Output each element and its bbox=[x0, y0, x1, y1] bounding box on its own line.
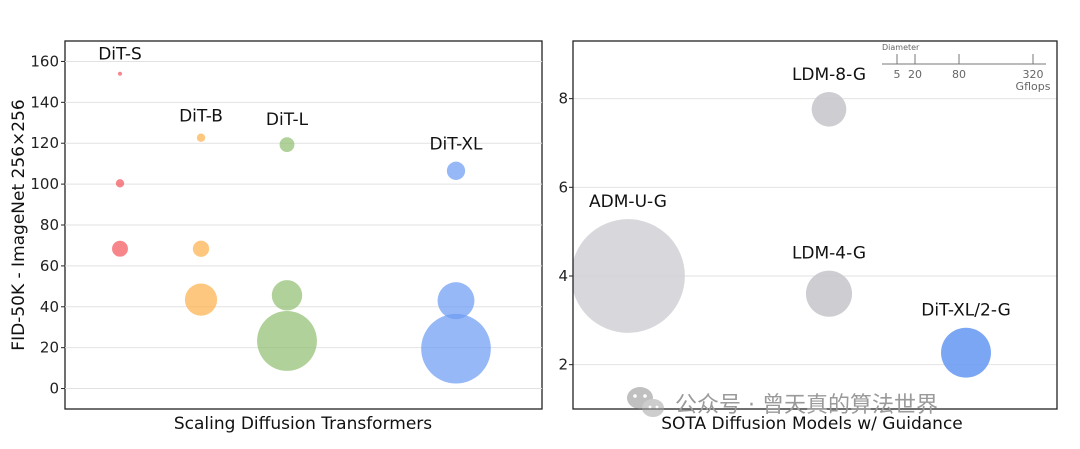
watermark-text: 公众号 · 曾天真的算法世界 bbox=[675, 393, 938, 418]
left-bubble-dit-l bbox=[279, 137, 295, 153]
bubble-ldm-4-g bbox=[805, 270, 853, 317]
right-tick-label: 4 bbox=[558, 267, 568, 285]
bubble-adm-u-g bbox=[573, 219, 685, 333]
point-label-ldm-4-g: LDM-4-G bbox=[792, 244, 866, 264]
left-tick-label: 20 bbox=[40, 339, 59, 357]
left-tick-label: 100 bbox=[30, 175, 59, 193]
left-tick-label: 80 bbox=[40, 216, 59, 234]
right-data-points bbox=[573, 91, 991, 378]
right-tick-label: 2 bbox=[558, 356, 568, 374]
diameter-size-legend: Diameter 5 20 80 320 Gflops bbox=[882, 43, 1051, 93]
size-legend-label: 5 bbox=[894, 68, 901, 81]
series-label-dit-xl: DiT-XL bbox=[429, 135, 483, 155]
size-legend-label: 80 bbox=[952, 68, 966, 81]
left-tick-label: 140 bbox=[30, 93, 59, 111]
left-y-axis-title: FID-50K - ImageNet 256×256 bbox=[9, 99, 29, 350]
right-x-axis-title: SOTA Diffusion Models w/ Guidance bbox=[661, 414, 963, 434]
right-tick-label: 6 bbox=[558, 178, 568, 196]
left-bubble-dit-l bbox=[257, 310, 317, 371]
left-bubble-dit-s bbox=[115, 179, 125, 188]
left-x-axis-title: Scaling Diffusion Transformers bbox=[174, 414, 432, 434]
wechat-icon bbox=[627, 387, 664, 417]
left-y-ticks: 0 20 40 60 80 100 120 140 160 bbox=[30, 52, 65, 398]
left-series-labels: DiT-S DiT-B DiT-L DiT-XL bbox=[98, 45, 483, 155]
left-bubble-dit-s bbox=[117, 71, 123, 76]
left-bubble-dit-xl bbox=[446, 161, 466, 180]
bubble-ldm-8-g bbox=[811, 91, 847, 127]
size-legend-ticks: 5 20 80 320 bbox=[894, 54, 1044, 81]
right-y-ticks: 2 4 6 8 bbox=[558, 90, 573, 374]
series-label-dit-s: DiT-S bbox=[98, 45, 142, 65]
right-plot-frame bbox=[572, 40, 1058, 410]
left-gridlines bbox=[65, 60, 542, 390]
size-legend-label: 20 bbox=[908, 68, 922, 81]
point-label-ldm-8-g: LDM-8-G bbox=[792, 65, 866, 85]
left-bubble-dit-b bbox=[192, 240, 210, 257]
left-bubble-dit-xl bbox=[421, 313, 491, 384]
left-data-points bbox=[112, 71, 491, 384]
left-tick-label: 40 bbox=[40, 298, 59, 316]
size-legend-unit: Gflops bbox=[1016, 80, 1051, 93]
left-tick-label: 160 bbox=[30, 52, 59, 70]
left-bubble-dit-b bbox=[184, 283, 218, 316]
left-tick-label: 60 bbox=[40, 257, 59, 275]
left-bubble-dit-l bbox=[271, 280, 303, 311]
right-tick-label: 8 bbox=[558, 90, 568, 108]
size-legend-title: Diameter bbox=[882, 43, 920, 52]
watermark: 公众号 · 曾天真的算法世界 bbox=[627, 387, 938, 418]
series-label-dit-b: DiT-B bbox=[179, 107, 223, 127]
bubble-dit-xl-2-g bbox=[941, 327, 991, 378]
size-legend-label: 320 bbox=[1023, 68, 1044, 81]
left-bubble-dit-b bbox=[196, 133, 206, 142]
sota-guidance-chart: ADM-U-G LDM-8-G LDM-4-G DiT-XL/2-G 2 4 6 8 Dia… bbox=[558, 40, 1058, 434]
left-tick-label: 120 bbox=[30, 134, 59, 152]
point-label-dit-xl-2-g: DiT-XL/2-G bbox=[921, 301, 1011, 321]
left-bubble-dit-xl bbox=[437, 282, 475, 320]
series-label-dit-l: DiT-L bbox=[266, 110, 309, 130]
point-label-adm-u-g: ADM-U-G bbox=[589, 192, 667, 212]
left-bubble-dit-s bbox=[112, 240, 128, 257]
left-tick-label: 0 bbox=[49, 380, 59, 398]
right-point-labels: ADM-U-G LDM-8-G LDM-4-G DiT-XL/2-G bbox=[589, 65, 1011, 321]
